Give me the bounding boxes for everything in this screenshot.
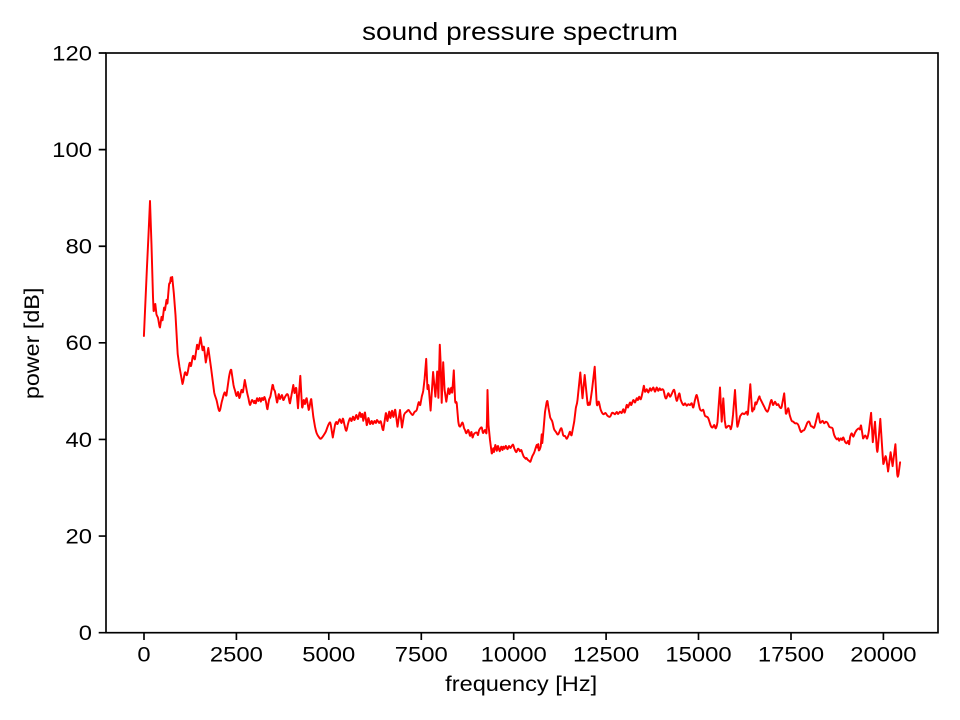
svg-text:5000: 5000 bbox=[302, 644, 355, 667]
svg-text:20000: 20000 bbox=[850, 644, 916, 667]
svg-text:40: 40 bbox=[66, 429, 93, 452]
svg-text:2500: 2500 bbox=[210, 644, 263, 667]
svg-text:60: 60 bbox=[66, 332, 93, 355]
svg-text:100: 100 bbox=[52, 139, 92, 162]
svg-text:0: 0 bbox=[79, 622, 92, 645]
svg-text:17500: 17500 bbox=[758, 644, 824, 667]
svg-text:15000: 15000 bbox=[665, 644, 731, 667]
svg-text:power [dB]: power [dB] bbox=[21, 288, 44, 400]
svg-text:12500: 12500 bbox=[573, 644, 639, 667]
svg-text:0: 0 bbox=[137, 644, 150, 667]
svg-text:20: 20 bbox=[66, 526, 93, 549]
svg-text:7500: 7500 bbox=[395, 644, 448, 667]
svg-text:120: 120 bbox=[52, 42, 92, 65]
svg-text:frequency [Hz]: frequency [Hz] bbox=[445, 673, 597, 696]
svg-text:10000: 10000 bbox=[481, 644, 547, 667]
svg-text:80: 80 bbox=[66, 236, 93, 259]
svg-text:sound pressure spectrum: sound pressure spectrum bbox=[362, 18, 678, 46]
